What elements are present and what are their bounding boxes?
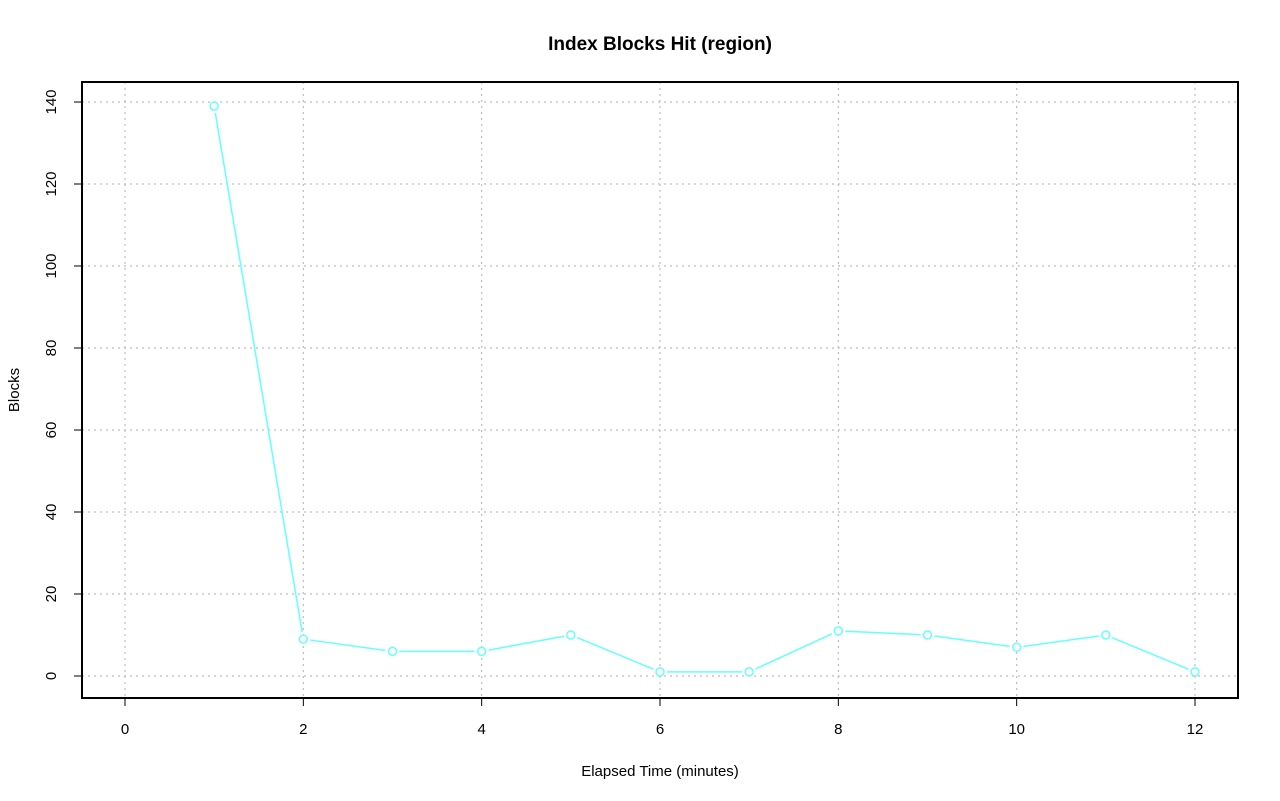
series-line-segment	[934, 635, 1010, 648]
grid	[82, 82, 1238, 698]
data-point	[744, 667, 754, 677]
y-tick-label: 20	[43, 586, 60, 603]
data-point	[298, 634, 309, 644]
x-tick-label: 8	[834, 721, 842, 738]
plot-frame	[81, 81, 1239, 699]
series-line-segment	[577, 636, 654, 670]
y-axis-label: Blocks	[6, 368, 23, 412]
x-axis-label: Elapsed Time (minutes)	[581, 763, 739, 780]
x-tick-label: 2	[299, 721, 307, 738]
y-tick-label: 120	[43, 171, 60, 196]
data-point	[387, 646, 398, 657]
y-tick-label: 100	[43, 253, 60, 278]
y-tick-label: 80	[43, 340, 60, 357]
y-tick-label: 60	[43, 422, 60, 439]
data-point	[1190, 667, 1200, 677]
x-tick-label: 0	[121, 721, 129, 738]
data-point	[566, 630, 576, 640]
series-line-segment	[1112, 636, 1189, 670]
y-tick-label: 0	[43, 672, 60, 680]
x-tick-label: 12	[1187, 721, 1204, 738]
x-tick-label: 6	[656, 721, 664, 738]
series	[209, 101, 1200, 677]
data-point	[209, 101, 219, 111]
series-line-segment	[845, 630, 921, 636]
series-layer	[209, 101, 1200, 677]
data-point	[655, 667, 665, 677]
x-tick-label: 10	[1008, 721, 1025, 738]
series-line-segment	[310, 639, 386, 652]
series-line-segment	[488, 635, 565, 651]
data-point	[476, 646, 487, 657]
series-line-segment	[755, 633, 833, 670]
y-tick-label: 140	[43, 89, 60, 114]
chart-title: Index Blocks Hit (region)	[548, 34, 772, 55]
data-point	[1011, 642, 1022, 653]
series-line-segment	[214, 112, 303, 633]
y-tick-label: 40	[43, 504, 60, 521]
data-point	[922, 630, 933, 640]
x-tick-label: 4	[477, 721, 485, 738]
data-point	[833, 626, 844, 636]
data-point	[1101, 630, 1111, 640]
series-line-segment	[1023, 635, 1100, 648]
